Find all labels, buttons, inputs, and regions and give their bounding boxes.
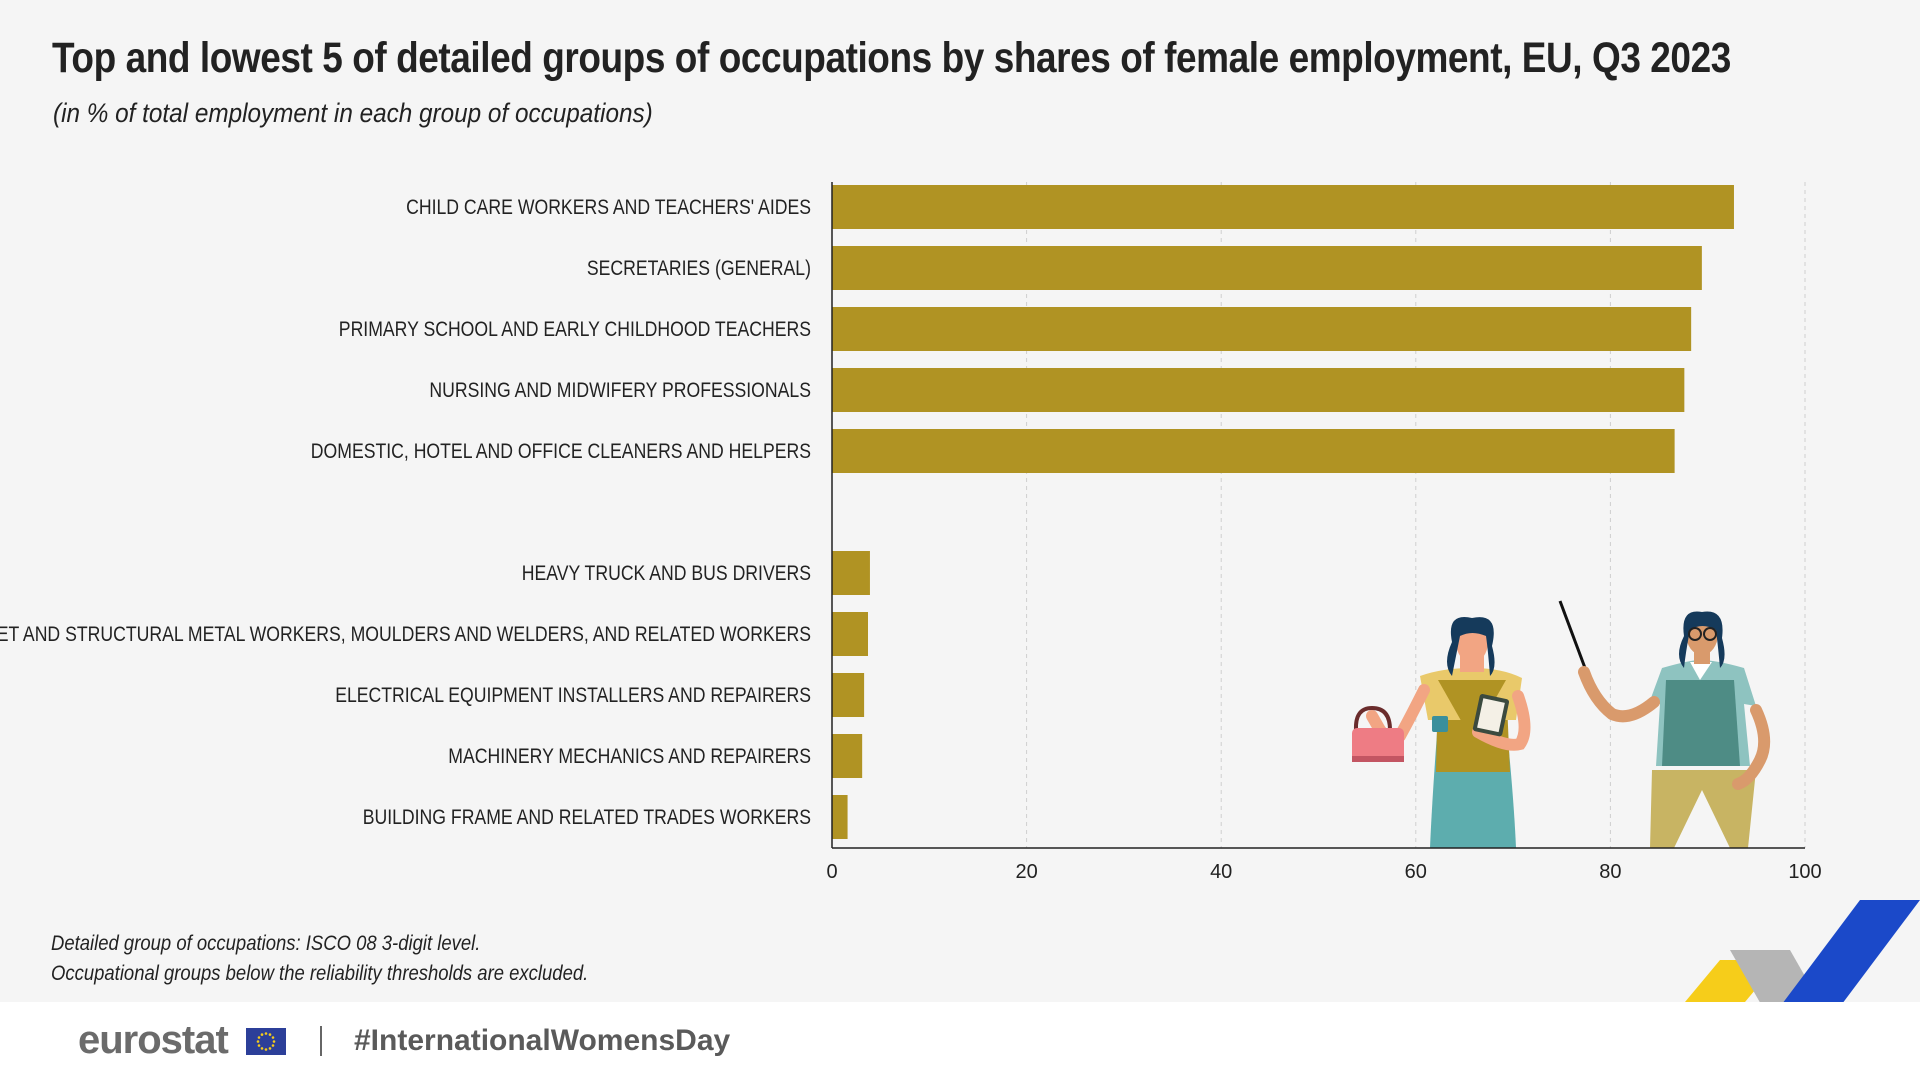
bar [832,246,1702,290]
eurostat-logo: eurostat [78,1018,229,1062]
bar [832,795,848,839]
bar-chart: CHILD CARE WORKERS AND TEACHERS' AIDES SE… [0,182,1822,883]
category-label: SECRETARIES (GENERAL) [587,257,811,280]
footnote-line: Occupational groups below the reliabilit… [51,962,589,985]
gridlines [1026,182,1806,848]
footnotes: Detailed group of occupations: ISCO 08 3… [51,929,588,989]
category-label: NURSING AND MIDWIFERY PROFESSIONALS [429,379,811,402]
category-label: BUILDING FRAME AND RELATED TRADES WORKER… [363,806,811,829]
category-label: ELECTRICAL EQUIPMENT INSTALLERS AND REPA… [335,684,811,707]
footer-bar: eurostat #InternationalWomensDay [0,1002,1920,1080]
bar [832,307,1692,351]
footer-divider [320,1026,322,1056]
hashtag: #InternationalWomensDay [354,1024,731,1057]
x-tick-label: 40 [1210,861,1232,883]
x-tick-label: 20 [1015,861,1037,883]
category-label: MACHINERY MECHANICS AND REPAIRERS [448,745,811,768]
bar [832,185,1734,229]
teacher-with-pointer-illustration [1558,600,1771,848]
category-label: PRIMARY SCHOOL AND EARLY CHILDHOOD TEACH… [339,318,811,341]
bar [832,734,863,778]
eu-flag-icon [246,1028,286,1055]
bar [832,368,1685,412]
bar [832,429,1675,473]
category-label: DOMESTIC, HOTEL AND OFFICE CLEANERS AND … [311,440,811,463]
women-illustration [1352,600,1771,848]
bar [832,612,869,656]
chart-title: Top and lowest 5 of detailed groups of o… [52,34,1731,82]
x-axis: 0 20 40 60 80 100 [826,182,1822,883]
category-label: SHEET AND STRUCTURAL METAL WORKERS, MOUL… [0,623,811,646]
bars [832,185,1734,839]
bar [832,551,870,595]
x-tick-label: 60 [1405,861,1427,883]
category-labels: CHILD CARE WORKERS AND TEACHERS' AIDES SE… [0,196,811,829]
category-label: HEAVY TRUCK AND BUS DRIVERS [522,562,811,585]
x-tick-label: 100 [1788,861,1821,883]
x-tick-label: 0 [826,861,837,883]
chart-subtitle: (in % of total employment in each group … [53,98,653,128]
category-label: CHILD CARE WORKERS AND TEACHERS' AIDES [406,196,811,219]
footnote-line: Detailed group of occupations: ISCO 08 3… [51,932,481,955]
bar [832,673,865,717]
x-tick-label: 80 [1599,861,1621,883]
woman-with-basket-illustration [1352,617,1531,848]
